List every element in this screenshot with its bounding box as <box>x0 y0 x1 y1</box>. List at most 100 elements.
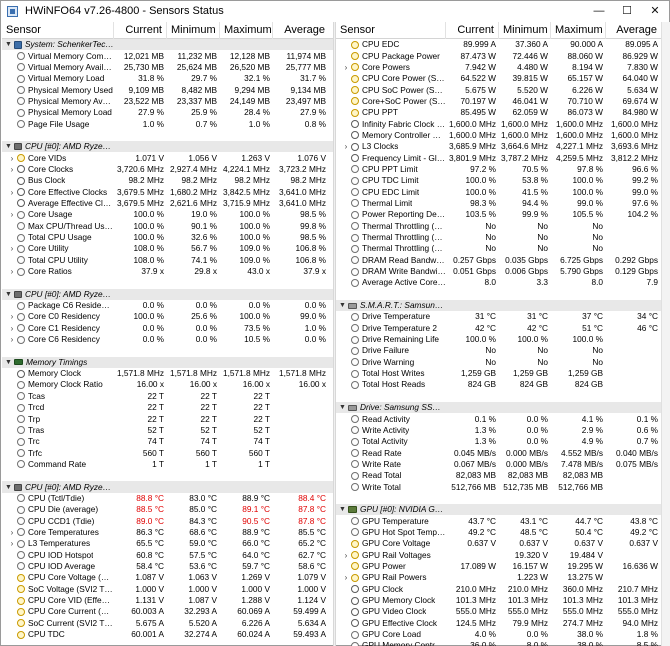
sensor-row[interactable]: Total CPU Usage 100.0 % 32.6 % 100.0 % 98.5 … <box>2 232 333 243</box>
column-header-minimum[interactable]: Minimum <box>167 22 220 39</box>
column-header-average[interactable]: Average <box>616 24 657 36</box>
sensor-row[interactable]: Trfc 560 T 560 T 560 T <box>2 447 333 458</box>
sensor-row[interactable]: Write Activity 1.3 % 0.0 % 2.9 % 0.6 % <box>336 425 661 436</box>
sensor-row[interactable]: Total Activity 1.3 % 0.0 % 4.9 % 0.7 % <box>336 436 661 447</box>
sensor-row[interactable]: Virtual Memory Load 31.8 % 29.7 % 32.1 % 31.… <box>2 73 333 84</box>
sensor-row[interactable]: › Core Usage 100.0 % 19.0 % 100.0 % 98.5 % <box>2 209 333 220</box>
expand-chevron-icon[interactable]: › <box>10 164 14 174</box>
column-header-minimum[interactable]: Minimum <box>499 22 551 39</box>
column-header-current[interactable]: Current <box>446 22 499 39</box>
sensor-row[interactable]: Drive Warning No No No <box>336 357 661 368</box>
sensor-row[interactable]: Write Total 512,766 MB 512,735 MB 512,766 M… <box>336 481 661 492</box>
vertical-scrollbar[interactable] <box>661 22 670 646</box>
sensor-row[interactable]: Page File Usage 1.0 % 0.7 % 1.0 % 0.8 % <box>2 118 333 129</box>
expand-chevron-icon[interactable]: › <box>10 527 14 537</box>
sensor-row[interactable]: Write Rate 0.067 MB/s 0.000 MB/s 7.478 MB/s… <box>336 459 661 470</box>
sensor-row[interactable]: CPU EDC 89.999 A 37.360 A 90.000 A 89.095 A <box>336 39 661 50</box>
collapse-toggle-icon[interactable]: ▼ <box>5 143 12 151</box>
maximize-button[interactable]: ☐ <box>622 5 632 17</box>
sensor-row[interactable]: › Core Clocks 3,720.6 MHz 2,927.4 MHz 4,224.… <box>2 164 333 175</box>
sensor-row[interactable]: Trcd 22 T 22 T 22 T <box>2 402 333 413</box>
sensor-group-header[interactable]: ▼ CPU [#0]: AMD Ryzen 7 ... <box>2 481 333 493</box>
collapse-toggle-icon[interactable]: ▼ <box>339 404 346 412</box>
expand-chevron-icon[interactable]: › <box>10 335 14 345</box>
sensor-row[interactable]: › Core C0 Residency 100.0 % 25.6 % 100.0 % 99… <box>2 311 333 322</box>
sensor-row[interactable]: Tcas 22 T 22 T 22 T <box>2 391 333 402</box>
expand-chevron-icon[interactable]: › <box>10 312 14 322</box>
sensor-row[interactable]: DRAM Read Bandwidth 0.257 Gbps 0.035 Gbps 6… <box>336 255 661 266</box>
sensor-row[interactable]: Physical Memory Used 9,109 MB 8,482 MB 9,29… <box>2 84 333 95</box>
sensor-row[interactable]: CPU (Tctl/Tdie) 88.8 °C 83.0 °C 88.9 °C 88.4… <box>2 493 333 504</box>
sensor-row[interactable]: CPU SoC Power (SVI2 TFN) 5.675 W 5.520 W 6.… <box>336 84 661 95</box>
sensor-row[interactable]: CPU Core Voltage (SVI2 ... 1.087 V 1.063 V… <box>2 572 333 583</box>
sensor-row[interactable]: CPU TDC 60.001 A 32.274 A 60.024 A 59.493 A <box>2 629 333 640</box>
sensor-row[interactable]: Physical Memory Load 27.9 % 25.9 % 28.4 % 27… <box>2 107 333 118</box>
collapse-toggle-icon[interactable]: ▼ <box>5 358 12 366</box>
sensor-group-header[interactable]: ▼ Memory Timings <box>2 356 333 368</box>
sensor-row[interactable]: › Core Temperatures 86.3 °C 68.6 °C 88.9 °C 8… <box>2 527 333 538</box>
sensor-row[interactable]: GPU Memory Controller L... 36.0 % 8.0 % 38.… <box>336 640 661 646</box>
sensor-row[interactable]: CPU Die (average) 88.5 °C 85.0 °C 89.1 °C 87… <box>2 504 333 515</box>
collapse-toggle-icon[interactable]: ▼ <box>5 483 12 491</box>
expand-chevron-icon[interactable]: › <box>344 142 348 152</box>
expand-chevron-icon[interactable]: › <box>344 573 348 583</box>
expand-chevron-icon[interactable]: › <box>10 210 14 220</box>
sensor-row[interactable]: Infinity Fabric Clock (FCLK)1,600.0 MHz1… <box>336 118 661 129</box>
column-header-average[interactable]: Average <box>284 24 325 36</box>
sensor-row[interactable]: Physical Memory Available 23,522 MB 23,337… <box>2 96 333 107</box>
sensor-row[interactable]: CPU IOD Average 58.4 °C 53.6 °C 59.7 °C 58.6… <box>2 561 333 572</box>
sensor-row[interactable]: CPU CCD1 (Tdie) 89.0 °C 84.3 °C 90.5 °C 87.8… <box>2 515 333 526</box>
sensor-row[interactable]: › Core C6 Residency 0.0 % 0.0 % 10.5 % 0.0 % <box>2 334 333 345</box>
sensor-row[interactable]: CPU TDC Limit 100.0 % 53.8 % 100.0 % 99.2 % <box>336 175 661 186</box>
sensor-row[interactable]: Tras 52 T 52 T 52 T <box>2 425 333 436</box>
sensor-group-header[interactable]: ▼ GPU [#0]: NVIDIA GeFor... <box>336 504 661 516</box>
sensor-group-header[interactable]: ▼ CPU [#0]: AMD Ryzen 7 ... <box>2 141 333 153</box>
sensor-row[interactable]: CPU Core VID (Effective) 1.131 V 1.087 V 1.… <box>2 595 333 606</box>
sensor-row[interactable]: Drive Temperature 2 42 °C 42 °C 51 °C 46 °C <box>336 323 661 334</box>
sensor-row[interactable]: › L3 Temperatures 65.5 °C 59.0 °C 66.0 °C 65.… <box>2 538 333 549</box>
sensor-row[interactable]: Thermal Throttling (PROC... No No No <box>336 243 661 254</box>
sensor-row[interactable]: CPU PPT 85.495 W 62.059 W 86.073 W 84.980 W <box>336 107 661 118</box>
sensor-row[interactable]: Average Active Core Count 8.0 3.3 8.0 7.9 <box>336 277 661 288</box>
sensor-row[interactable]: Core+SoC Power (SVI2 T... 70.197 W 46.041 … <box>336 96 661 107</box>
sensor-row[interactable]: GPU Core Voltage 0.637 V 0.637 V 0.637 V 0.6… <box>336 538 661 549</box>
sensor-row[interactable]: Trc 74 T 74 T 74 T <box>2 436 333 447</box>
sensor-row[interactable]: Thermal Throttling (PROC... No No No <box>336 232 661 243</box>
sensor-row[interactable]: › GPU Rail Powers 1.223 W 13.275 W <box>336 572 661 583</box>
expand-chevron-icon[interactable]: › <box>10 267 14 277</box>
column-header-maximum[interactable]: Maximum <box>220 22 273 39</box>
close-button[interactable]: ✕ <box>650 5 660 17</box>
sensor-row[interactable]: Frequency Limit - Global 3,801.9 MHz 3,787… <box>336 152 661 163</box>
sensor-row[interactable]: GPU Core Load 4.0 % 0.0 % 38.0 % 1.8 % <box>336 629 661 640</box>
sensor-row[interactable]: Drive Temperature 31 °C 31 °C 37 °C 34 °C <box>336 311 661 322</box>
expand-chevron-icon[interactable]: › <box>10 539 14 549</box>
sensor-row[interactable]: Read Total 82,083 MB 82,083 MB 82,083 MB <box>336 470 661 481</box>
expand-chevron-icon[interactable]: › <box>344 550 348 560</box>
sensor-row[interactable]: › Core Utility 108.0 % 56.7 % 109.0 % 106.8 % <box>2 243 333 254</box>
expand-chevron-icon[interactable]: › <box>10 153 14 163</box>
sensor-row[interactable]: › Core Powers 7.942 W 4.480 W 8.194 W 7.830 W <box>336 62 661 73</box>
sensor-row[interactable]: CPU Package Power 87.473 W 72.446 W 88.060 … <box>336 50 661 61</box>
sensor-row[interactable]: CPU EDC Limit 100.0 % 41.5 % 100.0 % 99.0 % <box>336 186 661 197</box>
sensor-row[interactable]: › GPU Rail Voltages 19.320 V 19.484 V <box>336 549 661 560</box>
sensor-row[interactable]: GPU Hot Spot Temperature 49.2 °C 48.5 °C 50… <box>336 527 661 538</box>
sensor-row[interactable]: › Core Effective Clocks 3,679.5 MHz 1,680.2… <box>2 186 333 197</box>
sensor-row[interactable]: › Core VIDs 1.071 V 1.056 V 1.263 V 1.076 V <box>2 152 333 163</box>
sensor-row[interactable]: SoC Voltage (SVI2 TFN) 1.000 V 1.000 V 1.00… <box>2 584 333 595</box>
expand-chevron-icon[interactable]: › <box>10 244 14 254</box>
sensor-row[interactable]: Total Host Reads 824 GB 824 GB 824 GB <box>336 379 661 390</box>
sensor-row[interactable]: Max CPU/Thread Usage 100.0 % 90.1 % 100.0 %… <box>2 221 333 232</box>
column-header-sensor[interactable]: Sensor <box>336 22 446 39</box>
sensor-row[interactable]: CPU IOD Hotspot 60.8 °C 57.5 °C 64.0 °C 62.7… <box>2 549 333 560</box>
sensor-row[interactable]: Thermal Limit 98.3 % 94.4 % 99.0 % 97.6 % <box>336 198 661 209</box>
sensor-row[interactable]: Drive Remaining Life 100.0 % 100.0 % 100.0 … <box>336 334 661 345</box>
sensor-row[interactable]: › L3 Clocks 3,685.9 MHz 3,664.6 MHz 4,227.1 … <box>336 141 661 152</box>
collapse-toggle-icon[interactable]: ▼ <box>339 302 346 310</box>
column-header-sensor[interactable]: Sensor <box>2 22 114 39</box>
sensor-group-header[interactable]: ▼ System: SchenkerTechno... <box>2 39 333 51</box>
sensor-row[interactable]: Power Reporting Deviatio... 103.5 % 99.9 %… <box>336 209 661 220</box>
sensor-row[interactable]: Virtual Memory Committed 12,021 MB 11,232 … <box>2 50 333 61</box>
sensor-row[interactable]: › Core C1 Residency 0.0 % 0.0 % 73.5 % 1.0 % <box>2 323 333 334</box>
sensor-row[interactable]: GPU Memory Clock 101.3 MHz 101.3 MHz 101.3 … <box>336 595 661 606</box>
sensor-row[interactable]: Read Activity 0.1 % 0.0 % 4.1 % 0.1 % <box>336 413 661 424</box>
